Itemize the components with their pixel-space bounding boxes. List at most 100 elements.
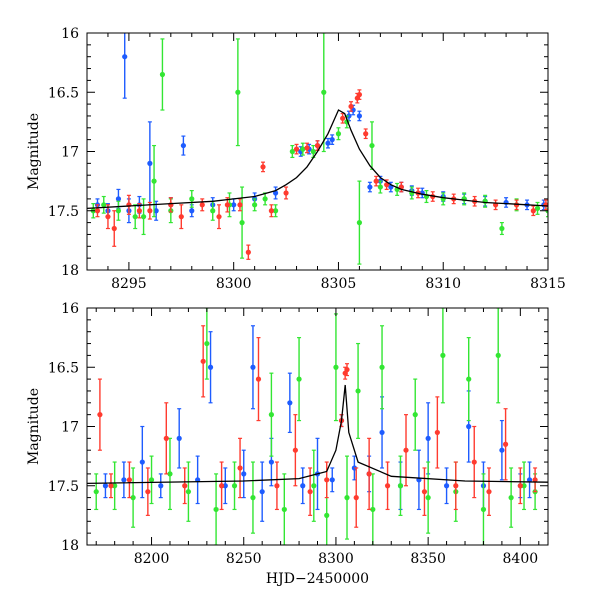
data-point — [97, 412, 103, 418]
data-point — [105, 214, 111, 220]
model-curve — [87, 384, 548, 485]
data-point — [167, 471, 173, 477]
data-point — [344, 367, 350, 373]
data-point — [185, 489, 192, 495]
data-point — [163, 435, 169, 441]
data-point — [425, 435, 431, 441]
data-point — [324, 477, 330, 483]
data-point — [443, 483, 450, 489]
data-point — [367, 184, 373, 190]
data-point — [153, 208, 159, 214]
data-point — [252, 202, 258, 208]
data-point — [219, 483, 225, 489]
data-point — [335, 131, 342, 137]
data-point — [178, 214, 184, 220]
data-point — [397, 483, 404, 489]
data-point — [147, 208, 153, 214]
data-point — [440, 352, 446, 358]
y-tick-label: 16 — [61, 26, 79, 42]
y-tick-label: 17.5 — [48, 479, 79, 495]
x-tick-label: 8200 — [134, 551, 170, 567]
data-point — [262, 196, 268, 202]
x-tick-label: 8305 — [321, 276, 357, 292]
data-point — [314, 142, 321, 149]
data-point — [379, 364, 385, 370]
data-point — [307, 489, 313, 495]
data-point — [293, 146, 300, 152]
data-point — [139, 459, 145, 465]
data-point — [231, 483, 238, 489]
y-tick-label: 17.5 — [48, 204, 79, 220]
data-point — [356, 220, 363, 226]
data-point — [379, 429, 385, 436]
data-point — [287, 400, 293, 406]
data-point — [466, 376, 472, 382]
data-point — [425, 495, 431, 501]
data-point — [132, 214, 138, 220]
data-point — [370, 506, 376, 513]
data-point — [348, 103, 354, 110]
data-point — [101, 202, 107, 208]
data-point — [231, 202, 237, 208]
x-tick-label: 8310 — [425, 276, 461, 292]
data-point — [102, 483, 109, 489]
series-1 — [93, 308, 538, 545]
data-point — [412, 412, 418, 418]
data-point — [281, 506, 287, 513]
data-point — [272, 208, 279, 214]
data-point — [250, 364, 256, 370]
data-point — [289, 148, 295, 155]
x-tick-label: 8350 — [410, 551, 446, 567]
series-1 — [90, 33, 548, 265]
data-point — [421, 489, 428, 495]
data-point — [235, 89, 241, 95]
data-point — [115, 196, 122, 202]
model-curve — [87, 109, 548, 210]
y-tick-label: 18 — [61, 538, 79, 554]
data-point — [517, 483, 523, 489]
y-axis-label: Magnitude — [26, 113, 42, 190]
data-point — [495, 352, 501, 358]
data-point — [521, 483, 527, 489]
data-point — [136, 208, 142, 214]
data-point — [373, 178, 379, 184]
data-point — [239, 220, 245, 226]
data-point — [530, 208, 536, 214]
data-point — [210, 208, 216, 214]
data-point — [321, 89, 327, 95]
data-point — [158, 483, 164, 489]
y-tick-label: 16.5 — [48, 360, 79, 376]
bottom-panel-light-curve: 8200 8250 8300 8350 8400 16 16.5 17 17.5 18 Magnit… — [26, 301, 549, 587]
data-point — [466, 423, 472, 430]
data-point — [310, 148, 316, 155]
data-point — [384, 483, 391, 489]
data-point — [148, 477, 155, 483]
data-point — [304, 145, 310, 151]
data-point — [108, 483, 114, 489]
data-point — [366, 471, 372, 477]
data-point — [93, 489, 99, 495]
data-point — [346, 113, 352, 119]
data-point — [268, 459, 274, 465]
data-point — [296, 376, 302, 382]
data-point — [292, 447, 298, 453]
data-point — [189, 208, 195, 214]
series-0 — [102, 325, 533, 522]
data-point — [329, 477, 335, 483]
y-tick-label: 18 — [61, 263, 79, 279]
data-point — [145, 489, 151, 495]
data-point — [182, 483, 188, 489]
top-panel-light-curve: 8295 8300 8305 8310 8315 16 16.5 17 17.5 18 Magnit… — [26, 26, 566, 292]
data-point — [356, 113, 363, 119]
data-point — [115, 208, 122, 214]
data-point — [94, 208, 101, 214]
data-point — [207, 364, 214, 370]
data-point — [122, 54, 128, 60]
data-point — [324, 512, 330, 518]
data-point — [180, 142, 186, 149]
data-point — [499, 447, 505, 453]
data-point — [111, 225, 117, 232]
y-tick-label: 17 — [61, 420, 79, 436]
series-2 — [94, 89, 548, 260]
